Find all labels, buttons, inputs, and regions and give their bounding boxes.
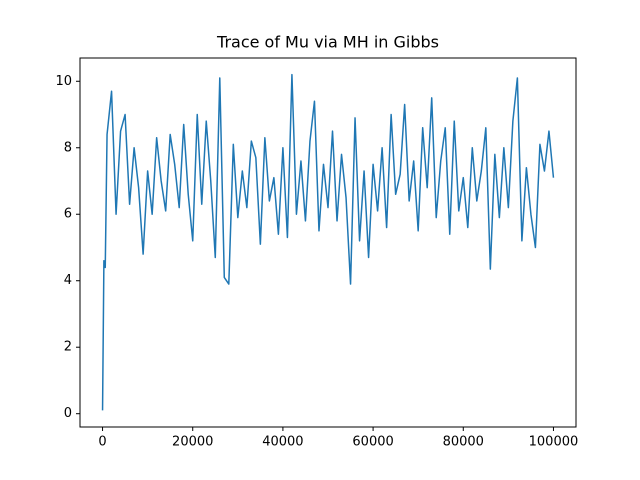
y-tick-label: 10 — [55, 74, 72, 89]
x-tick-label: 80000 — [443, 435, 484, 450]
x-tick-label: 100000 — [529, 435, 579, 450]
x-tick-label: 60000 — [352, 435, 393, 450]
x-tick-label: 40000 — [262, 435, 303, 450]
x-tick-label: 20000 — [172, 435, 213, 450]
y-tick-label: 6 — [64, 207, 72, 222]
y-tick-label: 8 — [64, 140, 72, 155]
trace-line — [101, 73, 555, 411]
y-tick-label: 0 — [64, 406, 72, 421]
y-tick-label: 2 — [64, 340, 72, 355]
chart-title: Trace of Mu via MH in Gibbs — [216, 33, 439, 52]
plot-frame — [79, 57, 577, 428]
y-tick-label: 4 — [64, 273, 72, 288]
x-tick-label: 0 — [98, 435, 106, 450]
